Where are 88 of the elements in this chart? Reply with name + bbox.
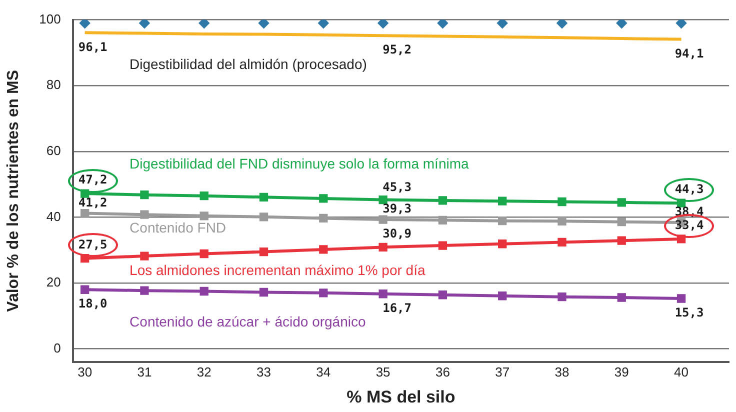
x-axis-title: % MS del silo — [346, 387, 456, 406]
data-label: 15,3 — [674, 306, 704, 320]
point — [558, 216, 566, 226]
point — [378, 290, 388, 298]
series-label: Los almidones incrementan máximo 1% por día — [130, 262, 426, 278]
series-label: Contenido de azúcar + ácido orgánico — [130, 313, 366, 330]
point — [617, 236, 626, 245]
x-tick-label: 33 — [256, 364, 271, 380]
series-label: Digestibilidad del almidón (procesado) — [130, 56, 367, 72]
y-tick-label: 80 — [46, 77, 61, 92]
y-tick-label: 60 — [46, 142, 61, 158]
point — [259, 288, 268, 297]
point — [498, 216, 507, 226]
data-label: 30,9 — [382, 226, 412, 240]
x-tick-label: 38 — [554, 364, 570, 380]
point — [319, 245, 328, 254]
point — [200, 192, 208, 200]
point — [497, 20, 508, 28]
data-label: 33,4 — [674, 218, 704, 232]
point — [498, 292, 507, 300]
point — [438, 290, 448, 300]
point — [617, 218, 626, 226]
point — [140, 286, 149, 295]
point — [140, 210, 149, 219]
x-tick-label: 37 — [495, 364, 510, 380]
point — [558, 197, 566, 206]
point — [140, 190, 149, 200]
y-tick-label: 0 — [54, 340, 61, 356]
point — [319, 194, 328, 203]
point — [200, 249, 208, 258]
x-tick-label: 31 — [137, 364, 152, 380]
point — [80, 208, 90, 218]
x-tick-label: 34 — [316, 364, 331, 380]
point — [556, 20, 567, 28]
point — [617, 293, 626, 302]
point — [259, 212, 268, 222]
point — [80, 285, 90, 294]
point — [616, 20, 627, 28]
data-label: 18,0 — [78, 296, 108, 311]
data-label: 16,7 — [382, 301, 412, 316]
x-tick-label: 40 — [674, 364, 689, 380]
x-tick-label: 35 — [376, 364, 390, 380]
point — [558, 292, 566, 302]
point — [378, 215, 388, 224]
data-label: 45,3 — [382, 180, 412, 194]
point — [318, 20, 328, 28]
data-label: 95,2 — [382, 42, 412, 57]
point — [80, 20, 90, 28]
data-label: 41,2 — [78, 195, 108, 210]
point — [319, 214, 328, 223]
data-label: 47,2 — [78, 172, 108, 187]
series-label: Contenido FND — [130, 219, 226, 236]
point — [438, 241, 448, 250]
x-tick-label: 30 — [78, 364, 92, 380]
point — [259, 192, 268, 202]
point — [378, 242, 388, 252]
point — [319, 288, 328, 298]
point — [378, 195, 388, 204]
data-label: 27,5 — [78, 237, 108, 252]
point — [378, 20, 388, 28]
point — [139, 20, 150, 28]
point — [199, 20, 210, 28]
series-label: Digestibilidad del FND disminuye solo la forma mínima — [130, 156, 470, 172]
point — [498, 196, 507, 206]
y-axis-title: Valor % de los nutrientes en MS — [5, 70, 22, 312]
point — [259, 247, 268, 256]
data-label: 44,3 — [674, 182, 704, 196]
point — [438, 20, 448, 28]
y-tick-label: 100 — [39, 11, 61, 26]
point — [438, 216, 448, 225]
y-tick-label: 40 — [46, 208, 61, 224]
point — [200, 212, 208, 220]
point — [558, 238, 566, 247]
point — [438, 196, 448, 205]
point — [140, 252, 149, 260]
point — [200, 286, 208, 296]
y-tick-label: 20 — [46, 274, 61, 290]
data-label: 94,1 — [674, 46, 704, 60]
data-label: 96,1 — [78, 40, 108, 54]
point — [676, 20, 686, 28]
x-tick-label: 36 — [435, 364, 450, 380]
point — [676, 294, 686, 303]
x-tick-label: 39 — [614, 364, 629, 380]
x-tick-label: 32 — [196, 364, 212, 380]
point — [258, 20, 269, 28]
data-label: 39,3 — [382, 202, 412, 216]
point — [617, 198, 626, 207]
point — [498, 240, 507, 248]
